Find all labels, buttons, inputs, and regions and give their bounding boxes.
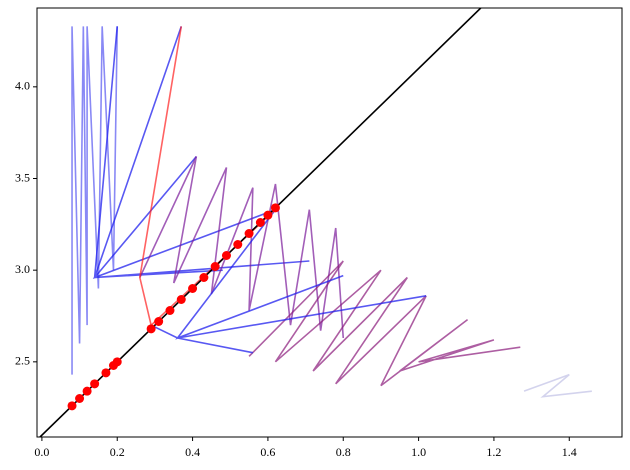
x-tick-label: 0.0 <box>34 445 49 459</box>
point <box>263 210 273 220</box>
point <box>75 394 85 403</box>
x-tick-label: 1.0 <box>411 445 426 459</box>
y-tick-label: 3.5 <box>15 170 30 184</box>
point <box>82 386 92 396</box>
point <box>270 203 280 213</box>
plot-area <box>39 8 592 437</box>
point <box>112 357 122 367</box>
x-tick-label: 1.4 <box>562 445 577 459</box>
point <box>188 284 198 293</box>
point <box>101 368 111 378</box>
x-tick-label: 0.8 <box>336 445 351 459</box>
series-line <box>248 260 521 387</box>
y-tick-label: 2.5 <box>15 354 30 368</box>
point <box>146 324 156 334</box>
axes-frame <box>36 7 623 438</box>
y-tick-label: 3.0 <box>15 262 30 276</box>
x-tick-label: 0.6 <box>260 445 275 459</box>
point <box>233 240 243 249</box>
series-line <box>150 209 427 354</box>
point <box>67 401 77 411</box>
y-tick-label: 4.0 <box>15 79 30 93</box>
point <box>255 218 265 227</box>
x-tick-label: 0.2 <box>110 445 125 459</box>
point <box>199 273 209 282</box>
x-tick-label: 1.2 <box>486 445 501 459</box>
series-line <box>92 26 310 279</box>
series-line <box>71 26 119 375</box>
point <box>221 251 231 260</box>
series-line <box>523 373 592 398</box>
point <box>90 379 100 389</box>
x-tick-label: 0.4 <box>185 445 200 459</box>
point <box>244 229 254 238</box>
point <box>210 262 220 271</box>
point <box>165 306 175 315</box>
point <box>176 295 186 304</box>
point <box>154 317 164 326</box>
